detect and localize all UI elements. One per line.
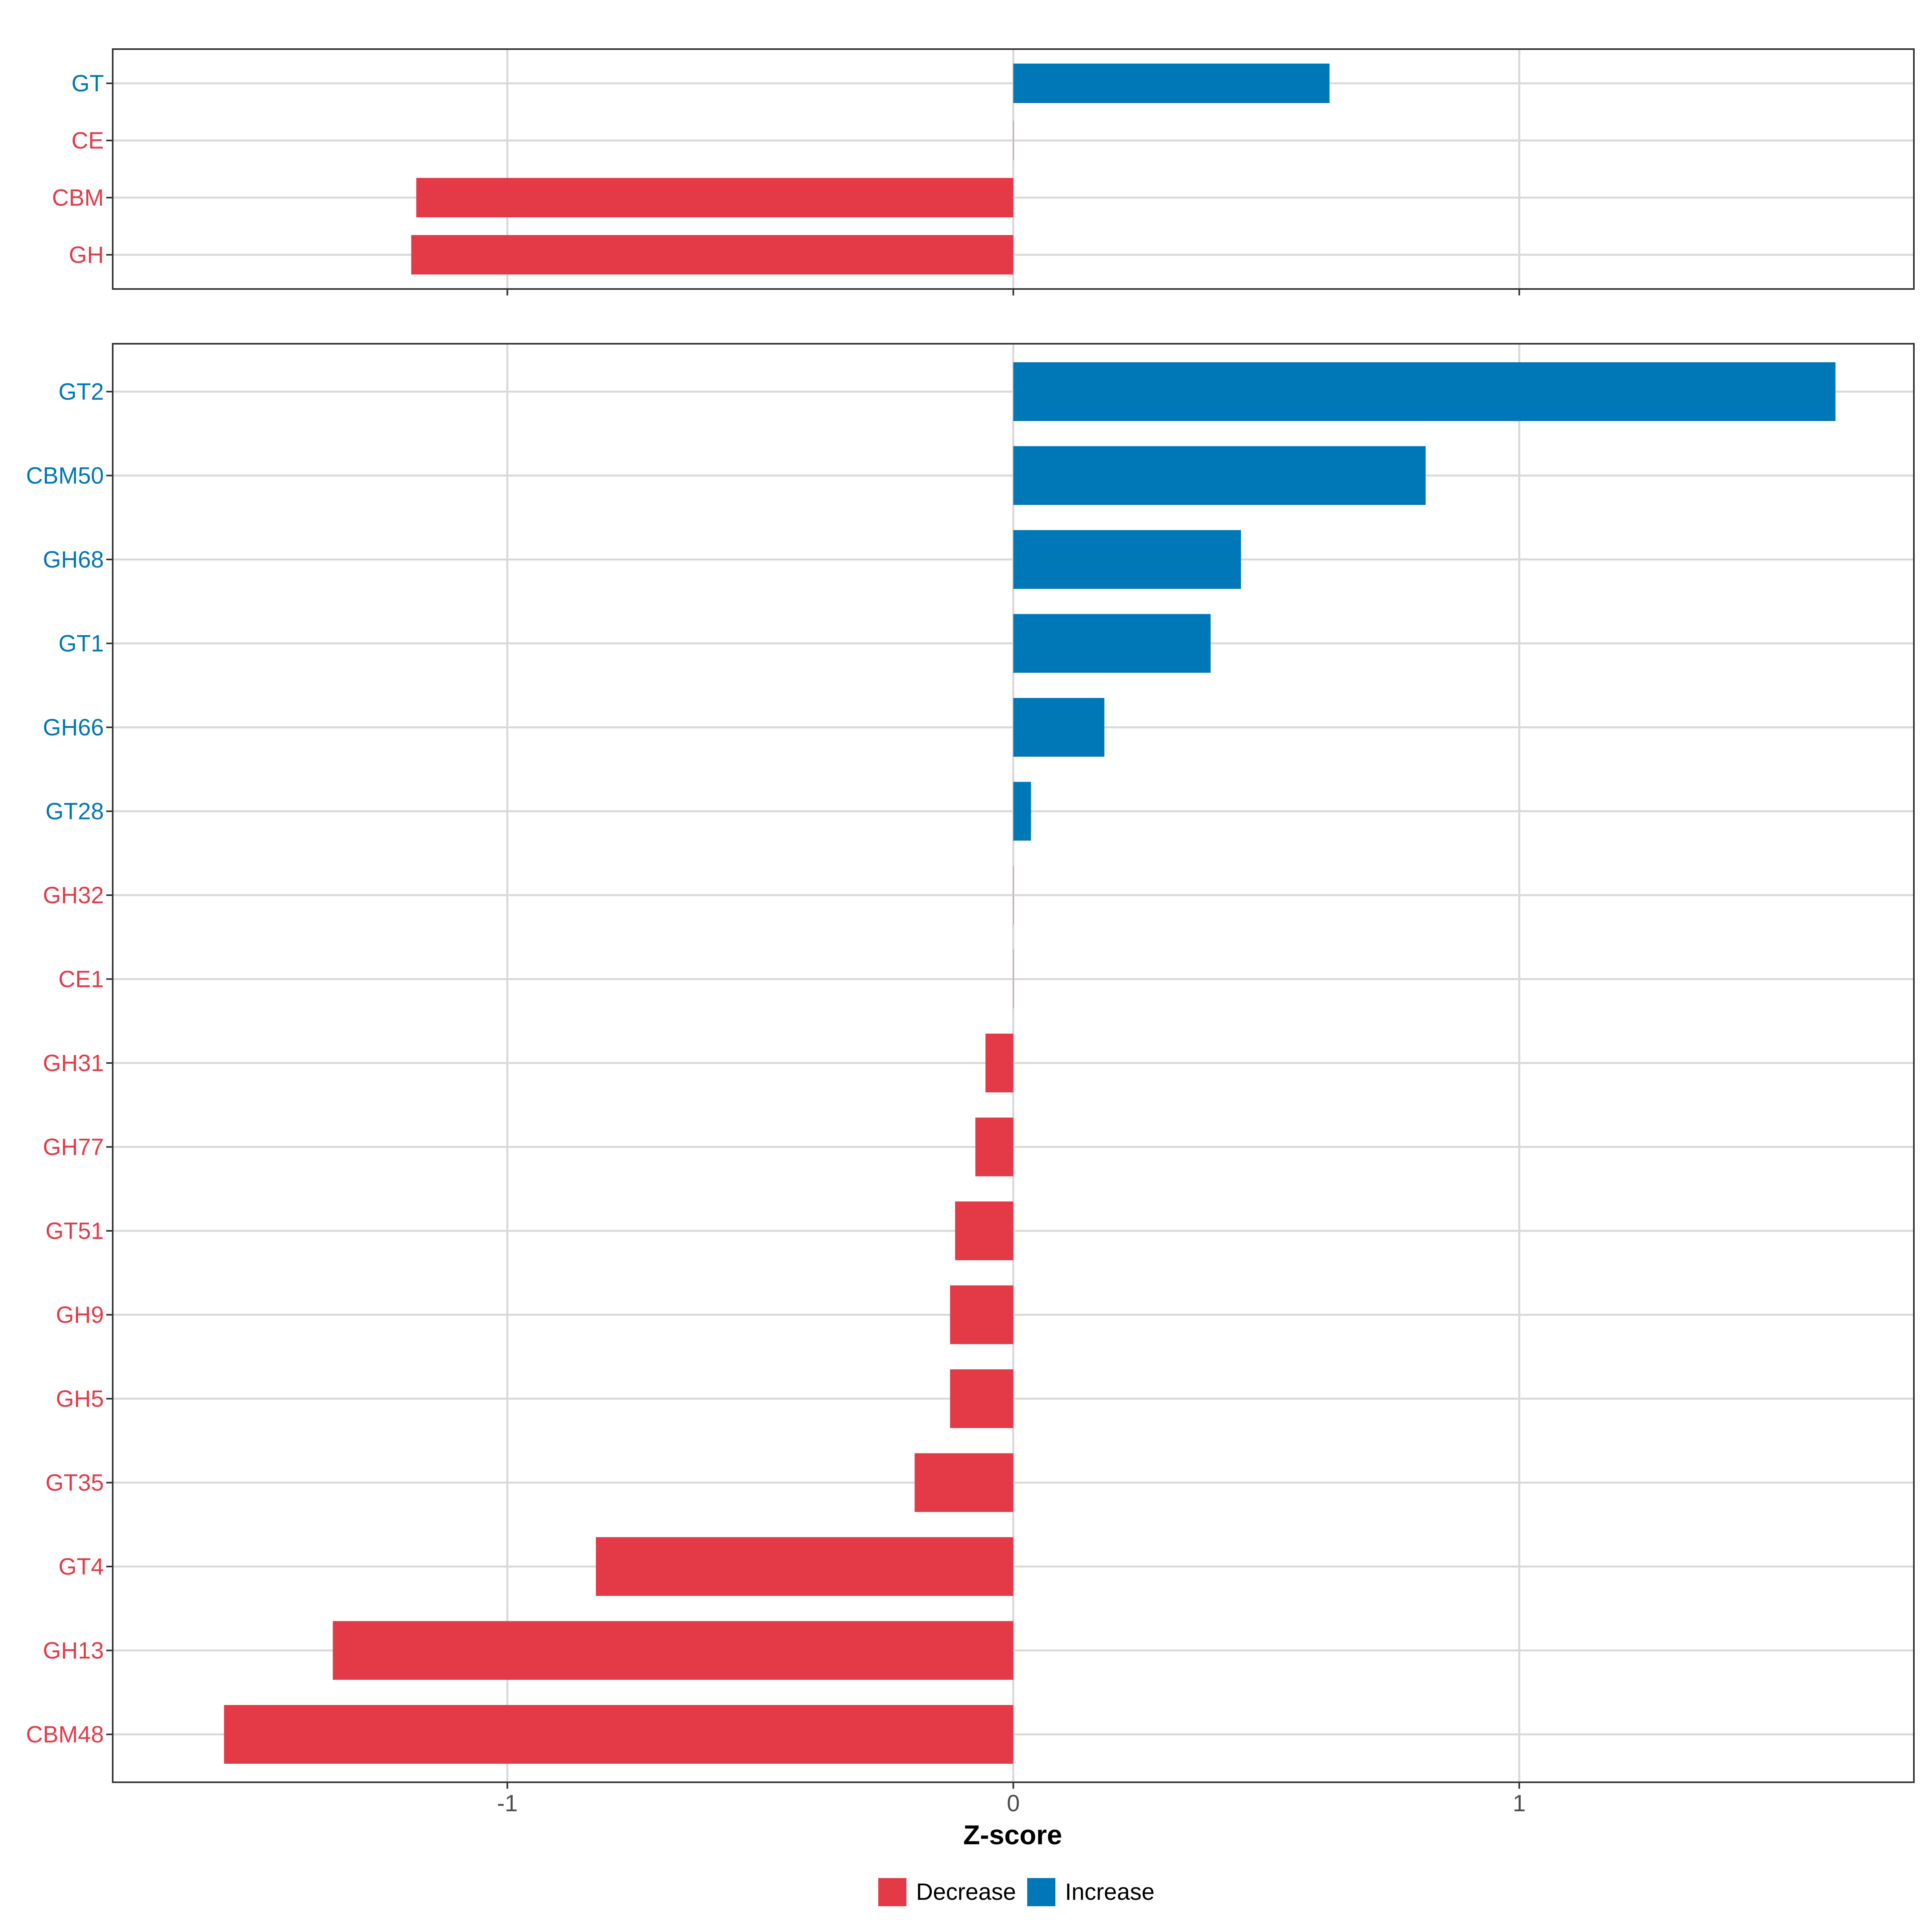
category-label-ce: CE <box>71 128 104 154</box>
category-label-gh13: GH13 <box>43 1638 104 1664</box>
x-axis-tick-labels: -1 0 1 <box>497 1790 1526 1816</box>
legend-label-decrease: Decrease <box>916 1879 1016 1905</box>
category-label-gt4: GT4 <box>58 1554 104 1580</box>
category-label-gh66: GH66 <box>43 714 104 741</box>
bar-gt51 <box>955 1201 1013 1260</box>
category-label-gt: GT <box>71 70 104 97</box>
x-tick-label: 1 <box>1513 1790 1525 1816</box>
class-panel-ticks <box>106 83 1520 295</box>
legend-swatch-decrease <box>878 1878 906 1906</box>
class-panel: GT CE CBM GH <box>52 48 1915 295</box>
bar-gh66 <box>1013 698 1104 757</box>
category-label-gt1: GT1 <box>58 631 104 657</box>
x-axis-title: Z-score <box>963 1820 1062 1850</box>
bar-gh31 <box>985 1034 1013 1092</box>
category-label-gh32: GH32 <box>43 882 104 908</box>
class-panel-bars <box>411 64 1330 275</box>
family-panel: GT2 CBM50 GH68 GT1 GH66 GT28 GH32 CE1 GH31 GH77 GT… <box>26 343 1915 1789</box>
category-label-gh31: GH31 <box>43 1050 104 1076</box>
bar-gt4 <box>596 1537 1013 1596</box>
bar-cbm50 <box>1013 446 1426 505</box>
bar-gh13 <box>332 1621 1013 1680</box>
legend: Decrease Increase <box>878 1878 1154 1906</box>
bar-gh9 <box>950 1285 1013 1344</box>
legend-swatch-increase <box>1027 1878 1055 1906</box>
category-label-gh77: GH77 <box>43 1134 104 1160</box>
bar-ce <box>1013 121 1014 160</box>
family-panel-category-labels: GT2 CBM50 GH68 GT1 GH66 GT28 GH32 CE1 GH31 GH77 GT… <box>26 379 104 1748</box>
bar-gt35 <box>914 1453 1013 1512</box>
bar-gh68 <box>1013 530 1241 589</box>
category-label-gh: GH <box>69 242 104 268</box>
category-label-cbm: CBM <box>52 185 104 211</box>
bar-ce1 <box>1013 949 1014 1009</box>
family-panel-ticks <box>106 391 1520 1789</box>
family-panel-bars <box>224 362 1836 1764</box>
category-label-gh9: GH9 <box>56 1302 104 1328</box>
category-label-gt35: GT35 <box>45 1470 104 1496</box>
category-label-ce1: CE1 <box>58 966 104 993</box>
bar-gh32 <box>1013 866 1014 925</box>
category-label-cbm50: CBM50 <box>26 463 104 489</box>
category-label-cbm48: CBM48 <box>26 1721 104 1748</box>
category-label-gt28: GT28 <box>45 799 104 825</box>
x-tick-label: -1 <box>497 1790 518 1816</box>
bar-gt1 <box>1013 614 1211 673</box>
bar-gh77 <box>975 1117 1013 1177</box>
category-label-gh68: GH68 <box>43 547 104 573</box>
bar-gh5 <box>950 1369 1013 1428</box>
bar-cbm <box>416 178 1013 217</box>
bar-gt28 <box>1013 782 1031 841</box>
bar-gt <box>1013 64 1330 103</box>
bar-cbm48 <box>224 1705 1013 1764</box>
category-label-gt2: GT2 <box>58 379 104 405</box>
category-label-gh5: GH5 <box>56 1386 104 1412</box>
class-panel-category-labels: GT CE CBM GH <box>52 70 104 268</box>
bar-gt2 <box>1013 362 1836 421</box>
category-label-gt51: GT51 <box>45 1218 104 1244</box>
bar-gh <box>411 235 1013 275</box>
x-tick-label: 0 <box>1007 1790 1020 1816</box>
legend-label-increase: Increase <box>1065 1879 1154 1905</box>
